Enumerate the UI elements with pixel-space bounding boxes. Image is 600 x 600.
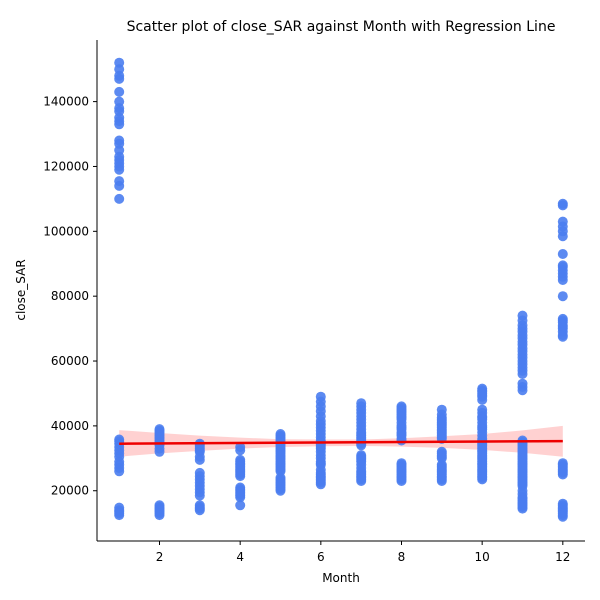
- y-ticks-layer: 20000 40000 60000 80000 100000 120000 140000: [43, 95, 97, 498]
- scatter-point: [154, 510, 165, 521]
- y-tick-label: 80000: [51, 289, 89, 303]
- scatter-point: [114, 73, 125, 84]
- y-tick-label: 120000: [43, 159, 89, 173]
- scatter-point: [315, 479, 326, 490]
- scatter-point: [114, 466, 125, 477]
- axes-layer: [96, 40, 585, 542]
- scatter-point: [235, 445, 246, 456]
- x-tick-label: 6: [317, 550, 325, 564]
- scatter-point: [194, 454, 205, 465]
- y-tick-label: 140000: [43, 95, 89, 109]
- x-tick-label: 12: [555, 550, 570, 564]
- scatter-point: [557, 275, 568, 285]
- scatter-point: [436, 476, 447, 486]
- scatter-point: [557, 469, 568, 480]
- regression-line-layer: [119, 439, 563, 445]
- scatter-point: [235, 471, 246, 482]
- scatter-point: [557, 291, 568, 302]
- scatter-point: [477, 474, 488, 485]
- scatter-point: [114, 510, 125, 521]
- scatter-point: [477, 394, 488, 405]
- scatter-point: [194, 505, 205, 516]
- scatter-point: [235, 500, 246, 511]
- y-tick-label: 60000: [51, 354, 89, 368]
- scatter-point: [396, 476, 407, 486]
- x-tick-label: 10: [475, 550, 490, 564]
- scatter-point: [517, 369, 528, 379]
- scatter-point: [517, 385, 528, 396]
- scatter-point: [557, 511, 568, 522]
- scatter-point: [557, 331, 568, 342]
- scatter-point: [154, 446, 165, 457]
- x-tick-label: 2: [156, 550, 164, 564]
- x-axis-label: Month: [322, 571, 360, 585]
- x-tick-label: 4: [236, 550, 244, 564]
- x-ticks-layer: 2 4 6 8 10 12: [156, 541, 570, 564]
- scatter-point: [114, 180, 125, 191]
- scatter-point: [557, 231, 568, 242]
- y-tick-label: 100000: [43, 224, 89, 238]
- y-axis-label: close_SAR: [14, 259, 28, 320]
- scatter-point: [557, 200, 568, 211]
- scatter-point: [275, 485, 286, 496]
- scatter-point: [557, 249, 568, 259]
- scatter-point: [114, 164, 125, 175]
- x-tick-label: 8: [398, 550, 406, 564]
- scatter-point: [235, 492, 246, 503]
- scatter-point: [114, 119, 125, 130]
- chart-title: Scatter plot of close_SAR against Month …: [127, 19, 556, 35]
- scatter-point: [114, 86, 125, 97]
- scatter-point: [517, 503, 528, 514]
- y-tick-label: 40000: [51, 419, 89, 433]
- scatter-points-layer: [114, 57, 568, 522]
- scatter-point: [194, 490, 205, 501]
- regression-line: [119, 439, 563, 445]
- scatter-point: [114, 193, 125, 204]
- y-tick-label: 20000: [51, 484, 89, 498]
- scatter-point: [356, 476, 367, 486]
- scatter-point: [396, 435, 407, 446]
